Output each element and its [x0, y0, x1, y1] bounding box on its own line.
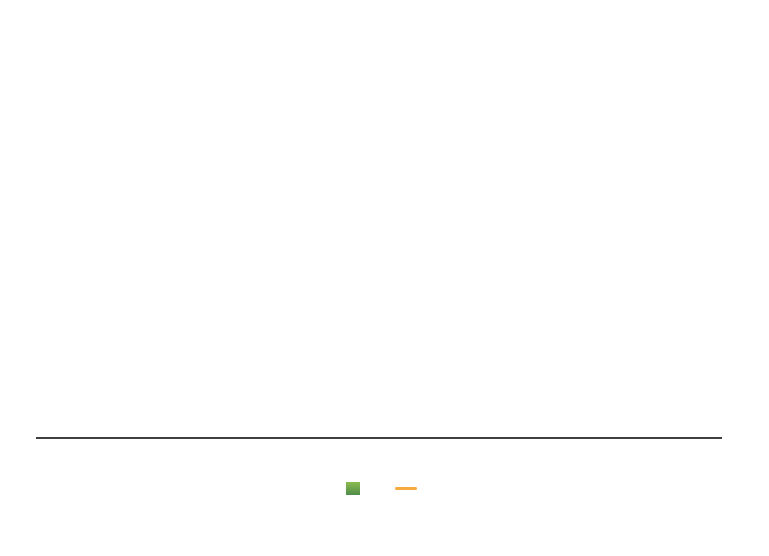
x-axis-line [36, 437, 722, 439]
legend-line-swatch-icon [394, 487, 417, 490]
legend-line-item [394, 487, 424, 490]
legend-bar-swatch-icon [345, 482, 360, 495]
legend [0, 482, 769, 495]
legend-bar-item [345, 482, 367, 495]
